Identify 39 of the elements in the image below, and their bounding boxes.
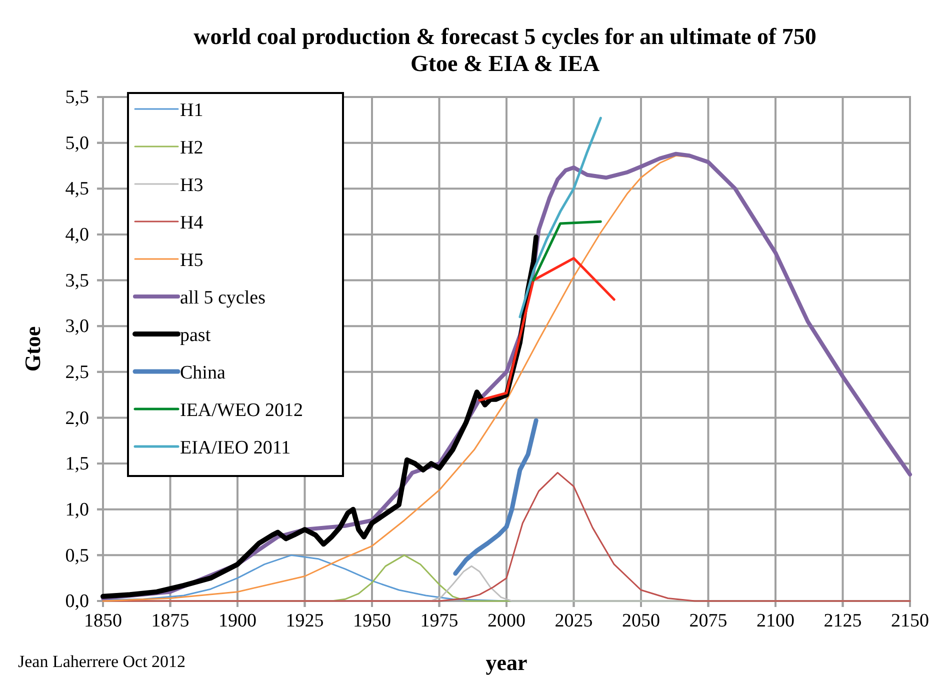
text: Jean Laherrere Oct 2012	[18, 652, 186, 671]
y-tick-label: 4,0	[65, 224, 89, 246]
x-tick-label: 1900	[218, 610, 256, 632]
y-tick-label: 5,0	[65, 132, 89, 154]
legend-label: past	[180, 325, 212, 346]
y-tick-label: 1,5	[65, 454, 89, 475]
x-tick-label: 1975	[420, 610, 458, 632]
y-tick-label: 1,0	[65, 499, 89, 520]
x-tick-label: 1850	[84, 610, 122, 632]
x-tick-label: 1875	[151, 610, 190, 632]
y-axis-title: Gtoe	[20, 326, 45, 372]
x-tick-label: 2100	[756, 610, 794, 632]
x-tick-label: 2050	[622, 610, 660, 632]
legend-label: EIA/IEO 2011	[180, 438, 291, 458]
x-tick-label: 2125	[824, 610, 862, 632]
y-tick-label: 0,5	[65, 545, 89, 566]
y-tick-label: 5,5	[65, 87, 89, 108]
legend-label: H1	[180, 100, 204, 121]
x-tick-label: 2000	[488, 610, 526, 632]
x-tick-label: 1950	[353, 610, 391, 632]
legend-label: all 5 cycles	[180, 288, 266, 308]
legend-label: H3	[180, 175, 204, 196]
x-tick-label: 2025	[554, 610, 593, 632]
x-tick-label: 2075	[689, 610, 728, 632]
y-tick-label: 2,0	[65, 408, 89, 429]
y-tick-label: 0,0	[65, 591, 89, 612]
x-tick-label: 2150	[891, 610, 929, 632]
y-tick-label: 3,0	[65, 316, 89, 338]
y-tick-label: 2,5	[65, 362, 89, 383]
legend-label: H4	[180, 212, 204, 234]
legend-label: China	[180, 362, 226, 384]
y-tick-label: 3,5	[65, 270, 89, 292]
legend-label: H5	[180, 250, 204, 271]
x-tick-label: 1925	[286, 610, 324, 632]
x-axis-title: year	[486, 650, 528, 675]
legend-label: IEA/WEO 2012	[180, 400, 303, 421]
chart-title: world coal production & forecast 5 cycles for an ultimate of 750 Gtoe & EIA & IEA	[194, 24, 816, 76]
legend-label: H2	[180, 138, 204, 158]
y-tick-label: 4,5	[65, 178, 89, 200]
